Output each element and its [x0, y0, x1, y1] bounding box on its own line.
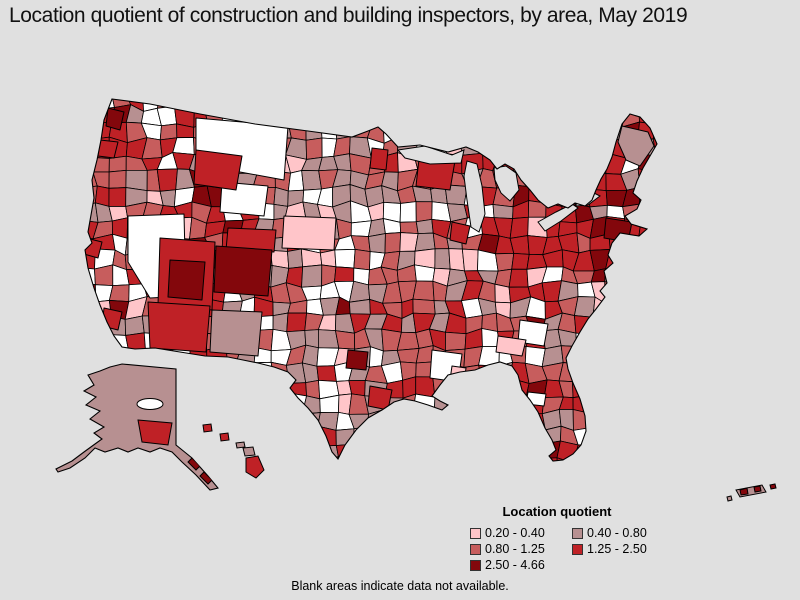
legend-label: 0.40 - 0.80 [587, 526, 647, 540]
hawaii-molokai [235, 441, 246, 449]
legend: Location quotient 0.20 - 0.40 0.40 - 0.8… [462, 504, 652, 573]
legend-swatch-icon [470, 543, 481, 555]
legend-swatch-icon [572, 543, 583, 555]
puerto-rico-area [739, 487, 749, 496]
hawaii-oahu [219, 432, 230, 442]
hawaii-maui [242, 446, 256, 457]
puerto-rico-area2 [753, 485, 762, 493]
alaska-anchorage-area [137, 419, 173, 446]
lake-erie [537, 203, 579, 232]
puerto-rico-inset [726, 483, 777, 502]
legend-label: 2.50 - 4.66 [485, 558, 545, 572]
legend-swatch-icon [470, 527, 481, 539]
legend-title: Location quotient [502, 504, 612, 519]
legend-item: 1.25 - 2.50 [572, 542, 660, 556]
legend-swatch-icon [470, 559, 481, 571]
legend-swatch-icon [572, 527, 583, 539]
legend-label: 1.25 - 2.50 [587, 542, 647, 556]
legend-item: 2.50 - 4.66 [470, 558, 572, 572]
puerto-rico-islet [726, 495, 733, 502]
puerto-rico-islands [769, 483, 777, 490]
alaska-no-data-area [136, 398, 164, 410]
hawaii-big-island [245, 455, 265, 479]
legend-item: 0.40 - 0.80 [572, 526, 660, 540]
footnote: Blank areas indicate data not available. [291, 579, 509, 593]
legend-item: 0.20 - 0.40 [470, 526, 572, 540]
hawaii-inset [202, 423, 265, 479]
legend-label: 0.80 - 1.25 [485, 542, 545, 556]
hawaii-kauai [202, 423, 213, 433]
legend-item: 0.80 - 1.25 [470, 542, 572, 556]
alaska-inset [55, 363, 219, 491]
page-title: Location quotient of construction and bu… [9, 4, 688, 27]
lake-huron [493, 165, 520, 202]
legend-grid: 0.20 - 0.40 0.40 - 0.80 0.80 - 1.25 1.25… [470, 525, 652, 573]
great-lakes [397, 145, 601, 233]
legend-label: 0.20 - 0.40 [485, 526, 545, 540]
lake-michigan [463, 160, 486, 233]
